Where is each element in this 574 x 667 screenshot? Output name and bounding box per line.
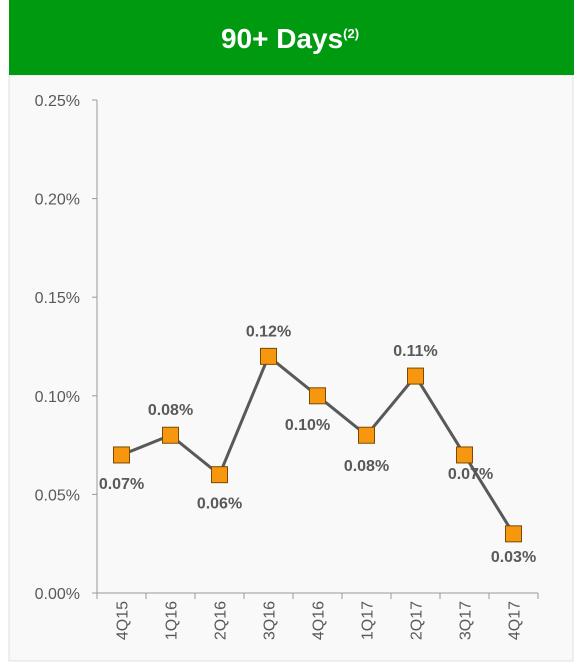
- chart-title: 90+ Days(2): [221, 23, 359, 54]
- x-tick-label: 4Q15: [115, 601, 132, 640]
- data-point: [456, 446, 473, 464]
- data-point: [309, 387, 326, 405]
- data-label: 0.12%: [246, 323, 291, 340]
- data-label: 0.03%: [491, 549, 536, 566]
- y-tick-label: 0.25%: [35, 93, 80, 110]
- x-tick-label: 1Q16: [164, 601, 181, 640]
- data-point: [162, 426, 179, 444]
- data-label: 0.07%: [99, 476, 144, 493]
- data-point: [407, 367, 424, 385]
- x-tick-label: 4Q16: [311, 601, 328, 640]
- data-label: 0.11%: [393, 343, 437, 360]
- data-label: 0.08%: [148, 402, 193, 419]
- x-tick-label: 3Q17: [458, 601, 475, 640]
- y-tick-label: 0.05%: [35, 487, 80, 504]
- x-tick-label: 4Q17: [507, 601, 524, 640]
- x-tick-label: 2Q17: [409, 601, 426, 640]
- data-label: 0.07%: [448, 466, 493, 483]
- data-point: [358, 426, 375, 444]
- y-tick-label: 0.15%: [35, 290, 80, 307]
- data-point: [505, 525, 522, 543]
- data-label: 0.06%: [197, 496, 242, 513]
- data-point: [260, 347, 277, 365]
- y-tick-label: 0.00%: [35, 586, 80, 603]
- data-point: [211, 466, 228, 484]
- data-label: 0.10%: [285, 417, 330, 434]
- x-tick-label: 2Q16: [213, 601, 230, 640]
- x-tick-label: 3Q16: [262, 601, 279, 640]
- data-point: [113, 446, 130, 464]
- chart-background: [8, 74, 574, 662]
- data-label: 0.08%: [344, 458, 389, 475]
- header: [9, 0, 574, 75]
- y-tick-label: 0.20%: [35, 192, 80, 209]
- title-text: 90+ Days: [221, 23, 343, 54]
- y-tick-label: 0.10%: [35, 389, 80, 406]
- title-superscript: (2): [343, 26, 359, 41]
- x-tick-label: 1Q17: [360, 601, 377, 640]
